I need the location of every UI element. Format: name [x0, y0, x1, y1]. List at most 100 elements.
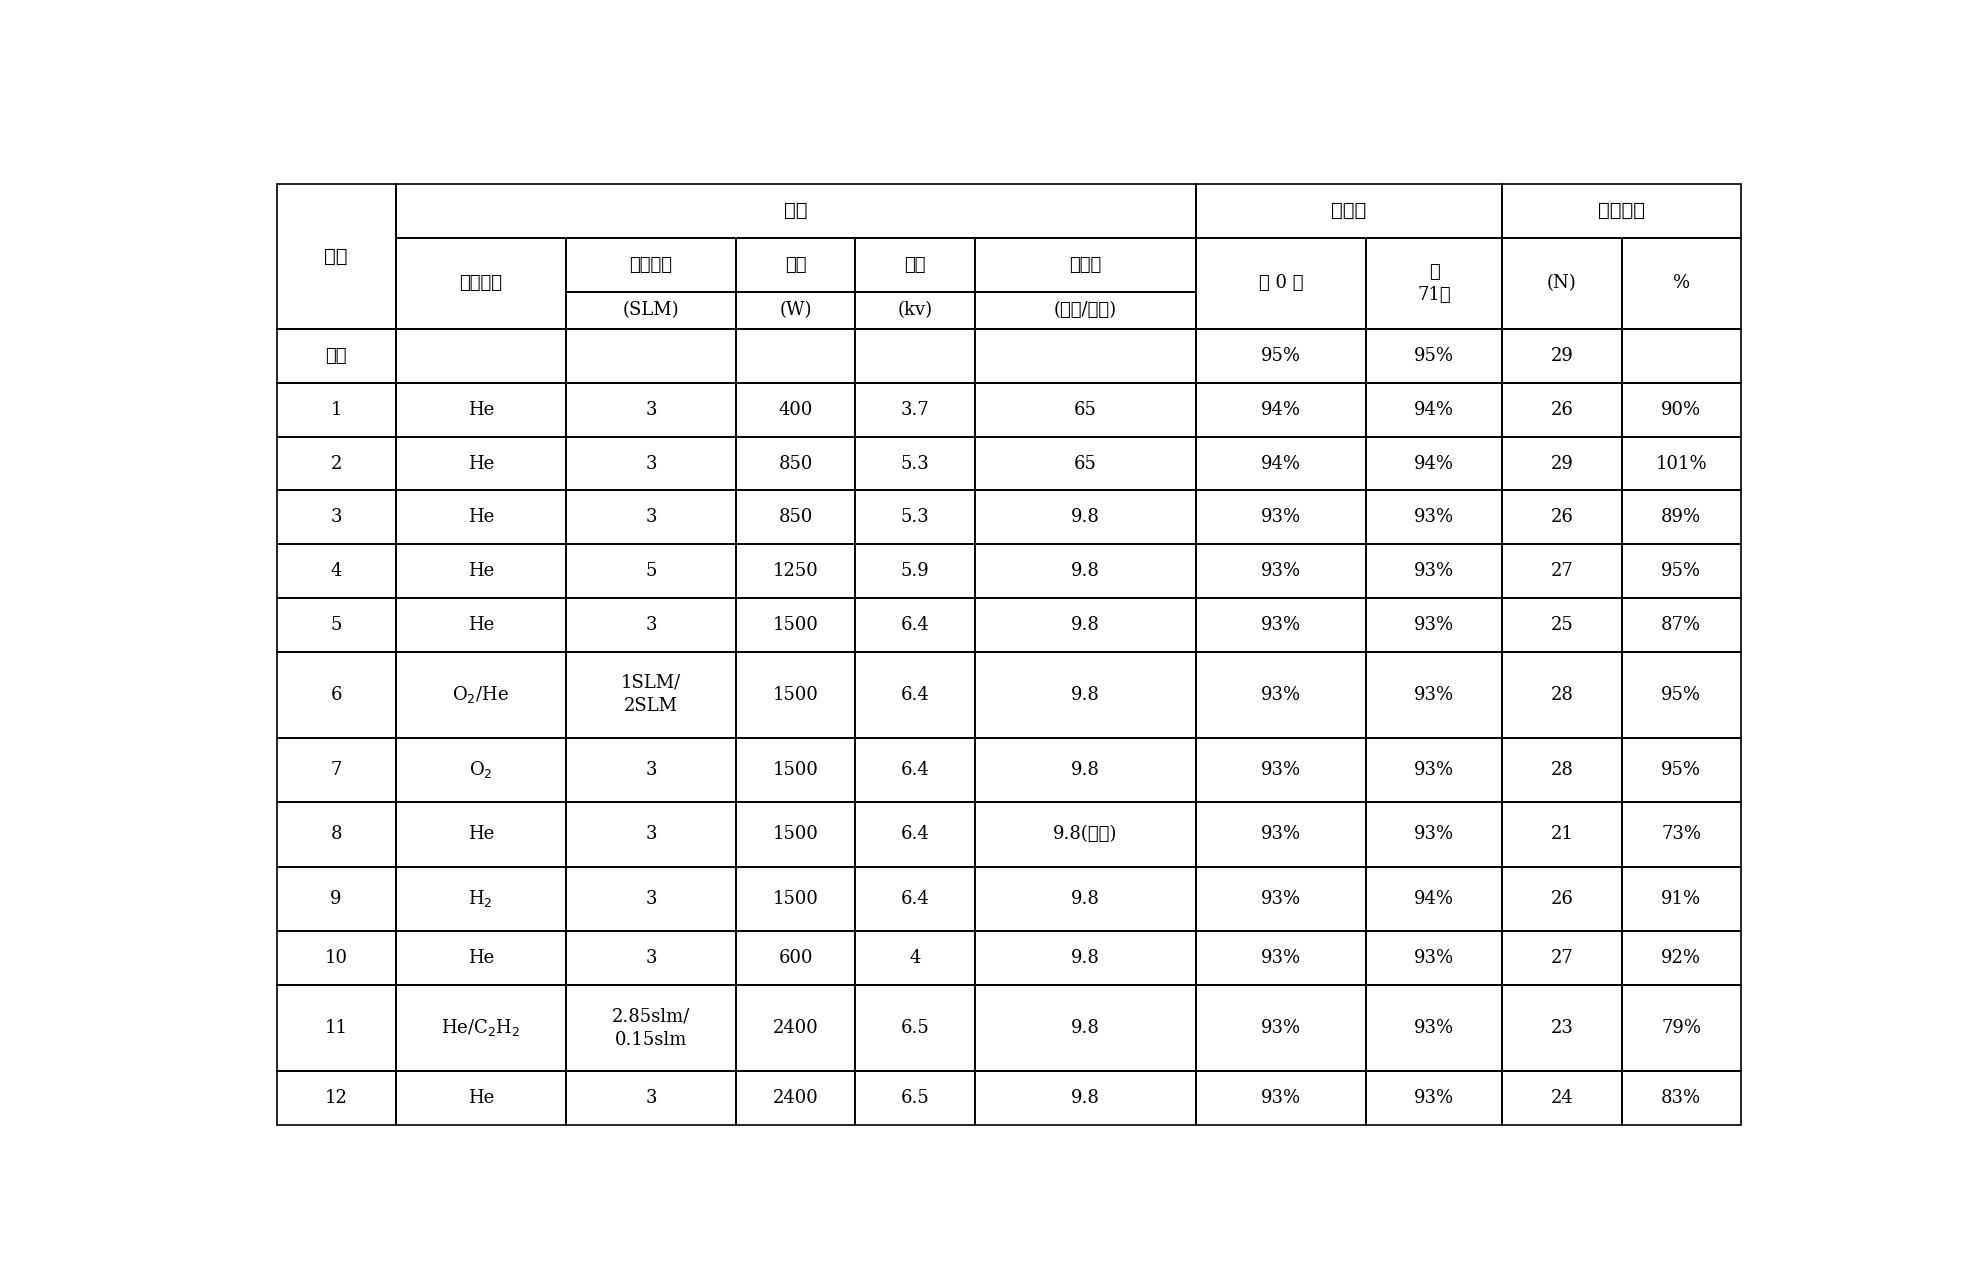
Bar [1622, 652, 1742, 738]
Text: 11: 11 [325, 1019, 348, 1037]
Bar [1197, 867, 1366, 931]
Text: O$_2$: O$_2$ [468, 760, 492, 781]
Text: 73%: 73% [1661, 826, 1700, 844]
Bar [736, 598, 856, 652]
Bar [1197, 329, 1366, 383]
Bar [736, 383, 856, 437]
Text: 65: 65 [1075, 454, 1096, 472]
Bar [1366, 985, 1502, 1071]
Bar [1197, 383, 1366, 437]
Bar [1366, 867, 1502, 931]
Text: 5: 5 [646, 562, 657, 580]
Text: (SLM): (SLM) [622, 301, 679, 319]
Bar [1502, 329, 1622, 383]
Bar [276, 329, 396, 383]
Text: 3: 3 [646, 761, 657, 779]
Bar [567, 598, 736, 652]
Bar [856, 652, 974, 738]
Bar [1622, 598, 1742, 652]
Bar [1197, 652, 1366, 738]
Text: 样品: 样品 [325, 248, 348, 266]
Text: 25: 25 [1551, 616, 1572, 634]
Text: He: He [468, 454, 494, 472]
Bar [276, 652, 396, 738]
Bar [1197, 490, 1366, 544]
Text: 93%: 93% [1415, 685, 1454, 703]
Bar [736, 867, 856, 931]
Text: 最大负荷: 最大负荷 [1598, 202, 1645, 220]
Text: 5.3: 5.3 [901, 454, 929, 472]
Text: O$_2$/He: O$_2$/He [453, 684, 510, 705]
Text: (N): (N) [1547, 274, 1576, 292]
Text: 93%: 93% [1415, 949, 1454, 967]
Bar [567, 652, 736, 738]
Text: 4: 4 [909, 949, 921, 967]
Text: 94%: 94% [1261, 401, 1301, 419]
Bar [1366, 490, 1502, 544]
Bar [736, 292, 856, 329]
Bar [856, 544, 974, 598]
Bar [396, 329, 567, 383]
Bar [1197, 437, 1366, 490]
Bar [974, 437, 1197, 490]
Text: 95%: 95% [1661, 685, 1700, 703]
Text: 1500: 1500 [773, 616, 819, 634]
Text: 93%: 93% [1415, 616, 1454, 634]
Bar [1366, 329, 1502, 383]
Bar [396, 238, 567, 329]
Bar [1622, 329, 1742, 383]
Bar [396, 437, 567, 490]
Text: 28: 28 [1551, 685, 1572, 703]
Bar [276, 544, 396, 598]
Text: 92%: 92% [1661, 949, 1700, 967]
Text: 850: 850 [779, 508, 813, 526]
Text: 26: 26 [1551, 508, 1572, 526]
Bar [856, 238, 974, 292]
Text: 6.4: 6.4 [901, 685, 929, 703]
Text: 1500: 1500 [773, 826, 819, 844]
Bar [1622, 985, 1742, 1071]
Text: (W): (W) [779, 301, 813, 319]
Bar [567, 292, 736, 329]
Text: 3: 3 [646, 616, 657, 634]
Text: 6.4: 6.4 [901, 761, 929, 779]
Bar [974, 931, 1197, 985]
Text: 94%: 94% [1415, 454, 1454, 472]
Bar [974, 490, 1197, 544]
Text: 1250: 1250 [773, 562, 819, 580]
Text: 91%: 91% [1661, 890, 1700, 908]
Text: 7: 7 [331, 761, 342, 779]
Bar [1366, 598, 1502, 652]
Bar [276, 184, 396, 329]
Text: 27: 27 [1551, 949, 1572, 967]
Bar [276, 1071, 396, 1125]
Bar [1197, 598, 1366, 652]
Text: 3: 3 [646, 454, 657, 472]
Bar [1622, 238, 1742, 329]
Text: 气体种类: 气体种类 [459, 274, 502, 292]
Text: 9.8: 9.8 [1071, 685, 1100, 703]
Text: 9.8: 9.8 [1071, 890, 1100, 908]
Text: 第 0 天: 第 0 天 [1260, 274, 1303, 292]
Text: 93%: 93% [1261, 761, 1301, 779]
Bar [1502, 184, 1742, 238]
Text: 93%: 93% [1261, 508, 1301, 526]
Text: 9.8: 9.8 [1071, 508, 1100, 526]
Text: 93%: 93% [1415, 761, 1454, 779]
Bar [856, 490, 974, 544]
Bar [1502, 931, 1622, 985]
Bar [974, 738, 1197, 802]
Text: 94%: 94% [1415, 401, 1454, 419]
Bar [567, 238, 736, 292]
Bar [1622, 1071, 1742, 1125]
Bar [396, 867, 567, 931]
Text: 1500: 1500 [773, 685, 819, 703]
Bar [736, 544, 856, 598]
Text: He: He [468, 616, 494, 634]
Text: 6.4: 6.4 [901, 826, 929, 844]
Bar [974, 985, 1197, 1071]
Text: 6.5: 6.5 [901, 1019, 929, 1037]
Text: 9.8: 9.8 [1071, 761, 1100, 779]
Text: 90%: 90% [1661, 401, 1700, 419]
Bar [1197, 1071, 1366, 1125]
